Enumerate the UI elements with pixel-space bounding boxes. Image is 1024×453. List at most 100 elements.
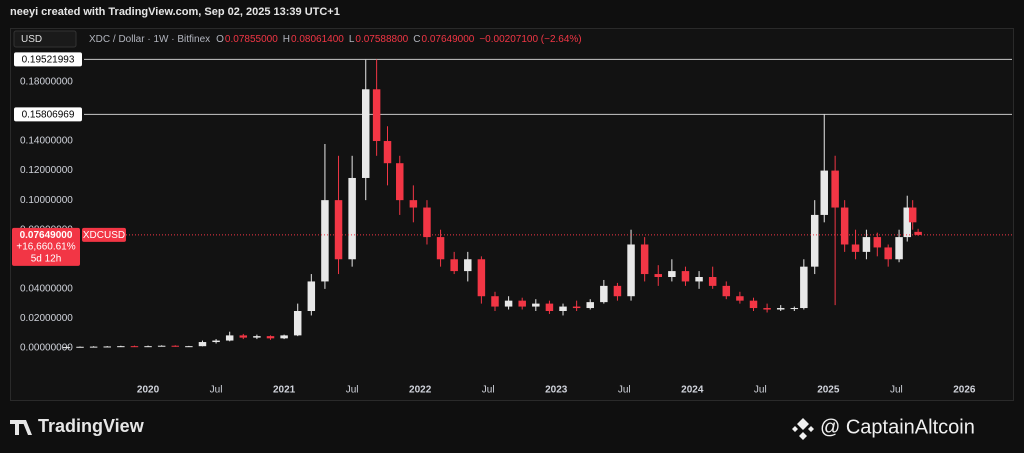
ohlc-key: C [413,34,420,45]
candle-body [908,207,917,223]
candle-body [266,336,275,339]
ohlc-value: 0.07855000 [225,34,278,45]
candle-body [763,308,771,310]
candle-body [157,345,166,347]
chart-panel [10,28,1014,401]
candle-body [130,346,139,348]
x-tick-label: Jul [754,385,767,396]
candle-body [504,300,513,307]
y-tick-label: 0.00000000 [20,343,73,354]
x-tick-label: 2021 [273,385,296,396]
candle-body [307,281,316,311]
candle-body [253,336,261,338]
candle-body [810,214,819,267]
price-label-box [12,227,80,266]
candle-body [895,237,903,260]
candle-body [800,266,808,309]
price-countdown: 5d 12h [31,254,62,265]
candle-body [820,170,828,215]
candle-body [103,346,111,348]
x-tick-label: 2026 [953,385,976,396]
candle-body [212,340,220,343]
candle-body [518,300,526,307]
footer-logo: TradingView [38,416,145,436]
candle-body [383,141,392,164]
candle-body [776,308,785,310]
candle-body [586,302,594,309]
candle-body [280,335,288,339]
candle-body [545,303,554,311]
hline-label-box [14,107,82,122]
candle-body [736,296,744,301]
x-tick-label: Jul [482,385,495,396]
y-tick-label: 0.18000000 [20,77,73,88]
candle-body [372,89,381,142]
currency-box [13,30,77,48]
y-tick-label: 0.12000000 [20,165,73,176]
x-tick-label: 2024 [681,385,704,396]
candle-body [321,200,329,282]
x-tick-label: Jul [210,385,223,396]
candle-body [722,285,731,297]
y-tick-label: 0.04000000 [20,283,73,294]
candle-body [117,346,125,348]
header: neeyi created with TradingView.com, Sep … [10,6,340,18]
candle-body [423,207,431,238]
hline-label-box [14,52,82,67]
candle-body [409,200,418,208]
candle-body [464,259,472,272]
ohlc-value: 0.07588800 [355,34,408,45]
symbol-label-box [82,227,126,242]
candle-body [640,244,649,275]
candle-body [627,244,635,297]
candle-body [62,347,71,349]
candle-body [668,271,676,278]
hline-label: 0.15806969 [22,109,75,120]
x-tick-label: Jul [618,385,631,396]
candle-body [884,247,892,260]
candle-body [862,237,871,252]
candle-body [790,308,799,310]
candle-body [362,89,370,178]
candle-body [144,346,152,348]
x-tick-label: 2022 [409,385,432,396]
candle-body [293,311,302,336]
candle-body [532,303,540,307]
candle-body [491,296,499,307]
ohlc-change: −0.00207100 (−2.64%) [479,34,581,45]
symbol-line: XDC / Dollar · 1W · Bitfinex [89,34,210,45]
symbol-label: XDCUSD [83,230,125,241]
x-tick-label: 2020 [137,385,160,396]
candle-body [348,177,356,260]
candle-body [572,306,581,309]
candle-body [708,277,717,286]
candle-body [171,345,180,347]
candle-body [831,170,839,208]
plot: 0.000000000.020000000.040000000.06000000… [12,52,1012,396]
price-label: 0.07649000 [20,230,73,241]
candle-body [695,277,703,282]
ohlc-legend: O 0.07855000 H 0.08061400 L 0.07588800 C 0.0764… [216,34,582,45]
candle-body [749,300,758,309]
watermark: @ CaptainAltcoin [820,416,975,438]
candle-body [436,237,445,260]
candle-body [681,271,690,282]
tv-icon [10,420,32,435]
candle-body [613,285,622,297]
candle-body [76,346,84,348]
ohlc-key: H [283,34,290,45]
y-tick-label: 0.02000000 [20,313,73,324]
candle-body [450,259,458,272]
candle-body [225,335,234,341]
candle-body [873,237,882,248]
candle-body [89,346,98,348]
candle-body [477,259,486,297]
candle-body [396,163,404,201]
ohlc-value: 0.08061400 [291,34,344,45]
x-tick-label: Jul [346,385,359,396]
x-tick-label: 2023 [545,385,568,396]
hline-label: 0.19521993 [22,55,75,66]
ohlc-value: 0.07649000 [421,34,474,45]
candle-body [914,231,922,235]
